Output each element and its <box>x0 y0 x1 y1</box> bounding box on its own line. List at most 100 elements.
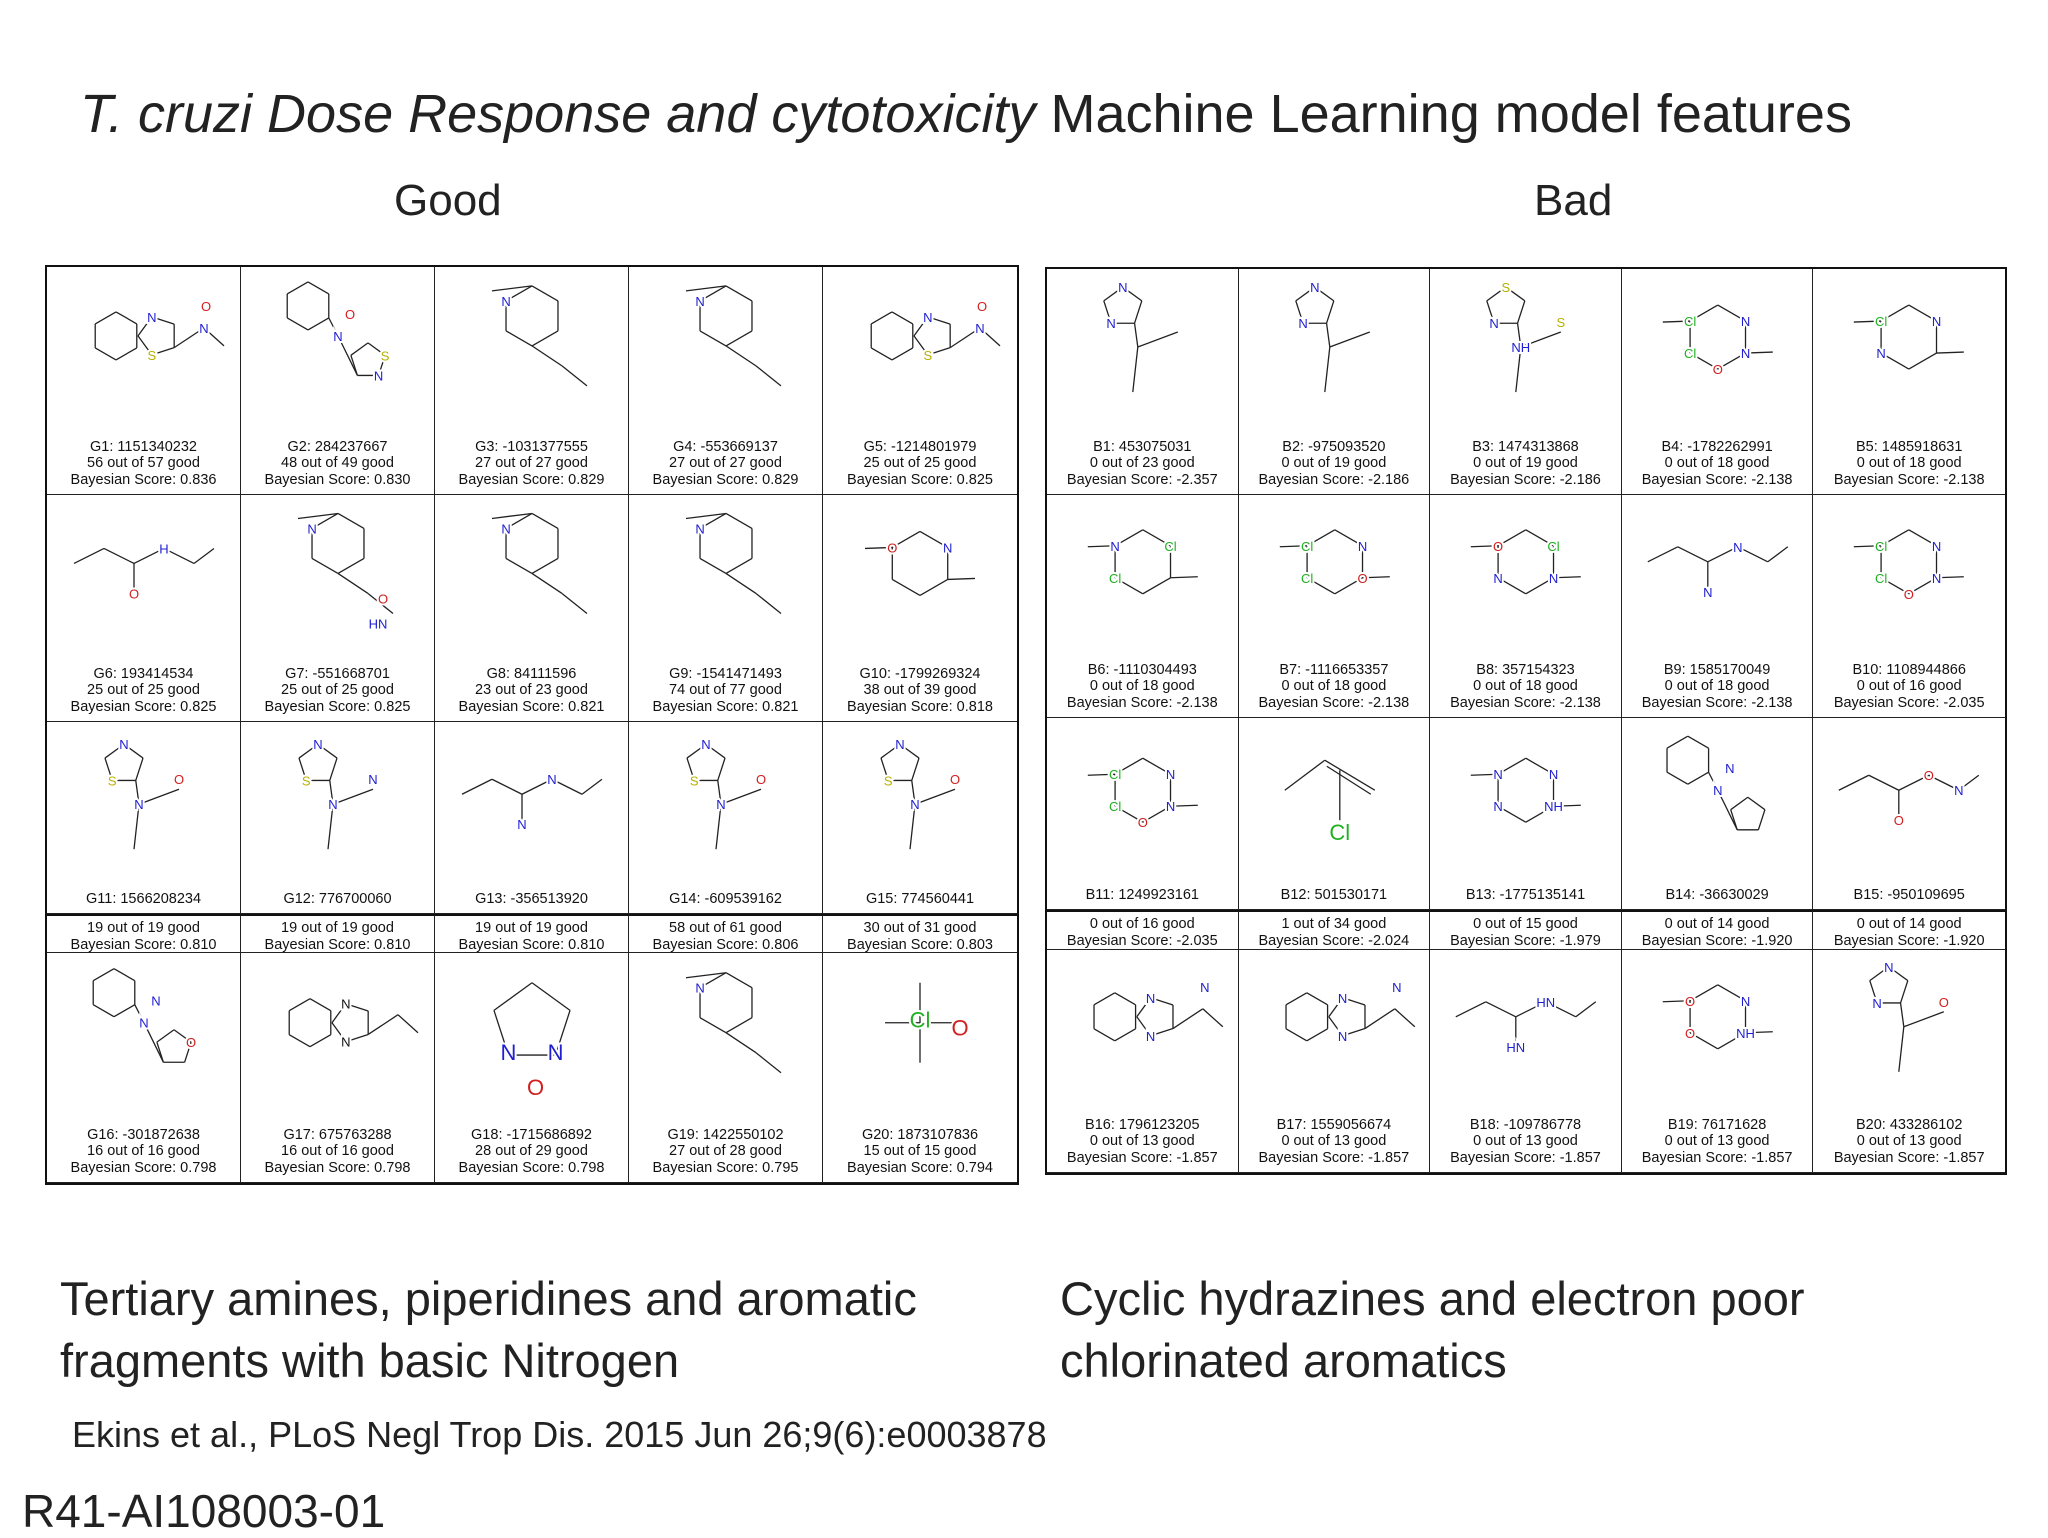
feature-caption: B15: -950109695 <box>1813 887 2005 904</box>
caption-score: Bayesian Score: 0.806 <box>652 936 799 953</box>
molecule-structure: N <box>685 972 782 1074</box>
atom-label: O <box>345 307 355 322</box>
feature-caption: G15: 774560441 <box>823 891 1017 908</box>
caption-score: Bayesian Score: -1.979 <box>1450 932 1601 949</box>
feature-cell: N N G17: 675763288 16 out of 16 good Bayesia… <box>241 953 435 1183</box>
caption-id: B14: -36630029 <box>1665 886 1769 903</box>
feature-cell: N S O N G5: -1214801979 25 out of 25 good Baye… <box>823 267 1017 495</box>
atom-label: N <box>943 540 952 555</box>
caption-count: 0 out of 23 good <box>1089 455 1195 471</box>
atom-label: N <box>547 772 556 787</box>
feature-caption: G18: -1715686892 28 out of 29 good Bayesia… <box>435 1127 628 1177</box>
atom-label: N <box>1932 571 1941 586</box>
atom-label: N <box>548 1040 564 1065</box>
atom-label: Cl <box>1109 767 1121 782</box>
good-heading: Good <box>394 176 502 225</box>
caption-score: Bayesian Score: 0.821 <box>652 698 799 715</box>
caption-score: Bayesian Score: -2.138 <box>1833 471 1985 488</box>
molecule-structure: N NO <box>493 982 571 1102</box>
atom-label: S <box>302 773 311 788</box>
atom-label: NH <box>1736 1026 1755 1041</box>
feature-caption: G9: -1541471493 74 out of 77 good Bayesian… <box>629 666 822 716</box>
feature-cell: N N O G18: -1715686892 28 out of 29 good Baye… <box>435 953 629 1183</box>
feature-cell: Cl N Cl O B7: -1116653357 0 out of 18 good Bay… <box>1238 495 1431 718</box>
atom-label: N <box>328 797 337 812</box>
feature-caption: B10: 1108944866 0 out of 16 good Bayesian … <box>1813 662 2005 712</box>
feature-caption: G8: 84111596 23 out of 23 good Bayesian Sc… <box>435 666 628 716</box>
feature-cell: Cl N N B5: 1485918631 0 out of 18 good Bayesi… <box>1813 269 2005 495</box>
atom-label: O <box>1685 1026 1695 1041</box>
caption-id: B10: 1108944866 <box>1852 661 1966 678</box>
atom-label: N <box>1298 316 1307 331</box>
feature-caption-band: 1 out of 34 good Bayesian Score: -2.024 <box>1238 910 1431 950</box>
atom-label: N <box>1713 783 1722 798</box>
feature-caption: B5: 1485918631 0 out of 18 good Bayesian S… <box>1813 439 2005 489</box>
caption-count: 0 out of 18 good <box>1856 455 1962 471</box>
atom-label: O <box>201 299 211 314</box>
caption-count: 0 out of 13 good <box>1664 1133 1770 1149</box>
caption-id: G10: -1799269324 <box>859 665 981 682</box>
caption-count: 19 out of 19 good <box>281 920 394 936</box>
caption-score: Bayesian Score: 0.810 <box>70 936 217 953</box>
atom-label: N <box>517 817 526 832</box>
caption-score: Bayesian Score: 0.836 <box>70 471 217 488</box>
caption-id: B15: -950109695 <box>1853 886 1965 903</box>
atom-label: N <box>1741 994 1750 1009</box>
feature-caption: B12: 501530171 <box>1239 887 1430 904</box>
atom-label: N <box>374 368 383 383</box>
atom-label: Cl <box>1301 539 1313 554</box>
feature-cell: N N G13: -356513920 <box>435 722 629 914</box>
feature-cell: N S O N G1: 1151340232 56 out of 57 good Bayes… <box>47 267 241 495</box>
atom-label: N <box>1166 799 1175 814</box>
feature-caption: G2: 284237667 48 out of 49 good Bayesian S… <box>241 439 434 489</box>
molecule-structure: N N N NH <box>1470 757 1582 823</box>
caption-count: 25 out of 25 good <box>281 682 394 698</box>
caption-id: G19: 1422550102 <box>667 1126 784 1143</box>
molecule-structure: N <box>491 512 588 614</box>
atom-label: N <box>895 737 904 752</box>
atom-label: N <box>151 994 160 1009</box>
caption-score: Bayesian Score: 0.803 <box>847 936 993 953</box>
citation: Ekins et al., PLoS Negl Trop Dis. 2015 J… <box>72 1414 1047 1455</box>
feature-caption: B14: -36630029 <box>1622 887 1813 904</box>
caption-id: B4: -1782262991 <box>1661 438 1773 455</box>
caption-id: B20: 433286102 <box>1855 1116 1963 1133</box>
atom-label: O <box>527 1075 544 1100</box>
caption-score: Bayesian Score: -1.857 <box>1450 1149 1601 1166</box>
atom-label: N <box>1494 767 1503 782</box>
feature-caption: B18: -109786778 0 out of 13 good Bayesian … <box>1430 1117 1621 1167</box>
feature-cell: O N S N G2: 284237667 48 out of 49 good Bayesi… <box>241 267 435 495</box>
caption-score: Bayesian Score: -2.138 <box>1450 694 1601 711</box>
caption-score: Bayesian Score: -2.035 <box>1833 694 1985 711</box>
caption-count: 19 out of 19 good <box>475 920 588 936</box>
molecule-structure: N N N <box>1093 978 1224 1046</box>
caption-id: G5: -1214801979 <box>863 438 977 455</box>
atom-label: N <box>1733 540 1742 555</box>
molecule-structure: Cl O <box>885 982 971 1063</box>
bad-summary: Cyclic hydrazines and electron poor chlor… <box>1060 1272 1805 1387</box>
caption-count: 0 out of 13 good <box>1089 1133 1195 1149</box>
molecule-structure: HO <box>73 539 215 603</box>
caption-id: G8: 84111596 <box>486 665 577 682</box>
feature-cell: Cl O G20: 1873107836 15 out of 15 good Bayes… <box>823 953 1017 1183</box>
atom-label: N <box>341 1035 350 1050</box>
caption-count: 1 out of 34 good <box>1281 916 1387 932</box>
feature-caption: G4: -553669137 27 out of 27 good Bayesian … <box>629 439 822 489</box>
atom-label: Cl <box>1329 820 1350 845</box>
atom-label: N <box>1338 1029 1347 1044</box>
caption-count: 0 out of 19 good <box>1281 455 1387 471</box>
atom-label: Cl <box>1684 346 1696 361</box>
atom-label: N <box>501 1040 517 1065</box>
caption-count: 0 out of 13 good <box>1856 1133 1962 1149</box>
atom-label: Cl <box>1301 571 1313 586</box>
atom-label: Cl <box>910 1008 931 1033</box>
atom-label: Cl <box>1548 539 1560 554</box>
atom-label: Cl <box>1875 314 1887 329</box>
caption-score: Bayesian Score: -2.035 <box>1066 932 1218 949</box>
feature-cell: Cl N Cl N O B10: 1108944866 0 out of 16 good Ba… <box>1813 495 2005 718</box>
caption-count: 0 out of 14 good <box>1856 916 1962 932</box>
feature-caption-band: 58 out of 61 good Bayesian Score: 0.806 <box>629 914 823 953</box>
